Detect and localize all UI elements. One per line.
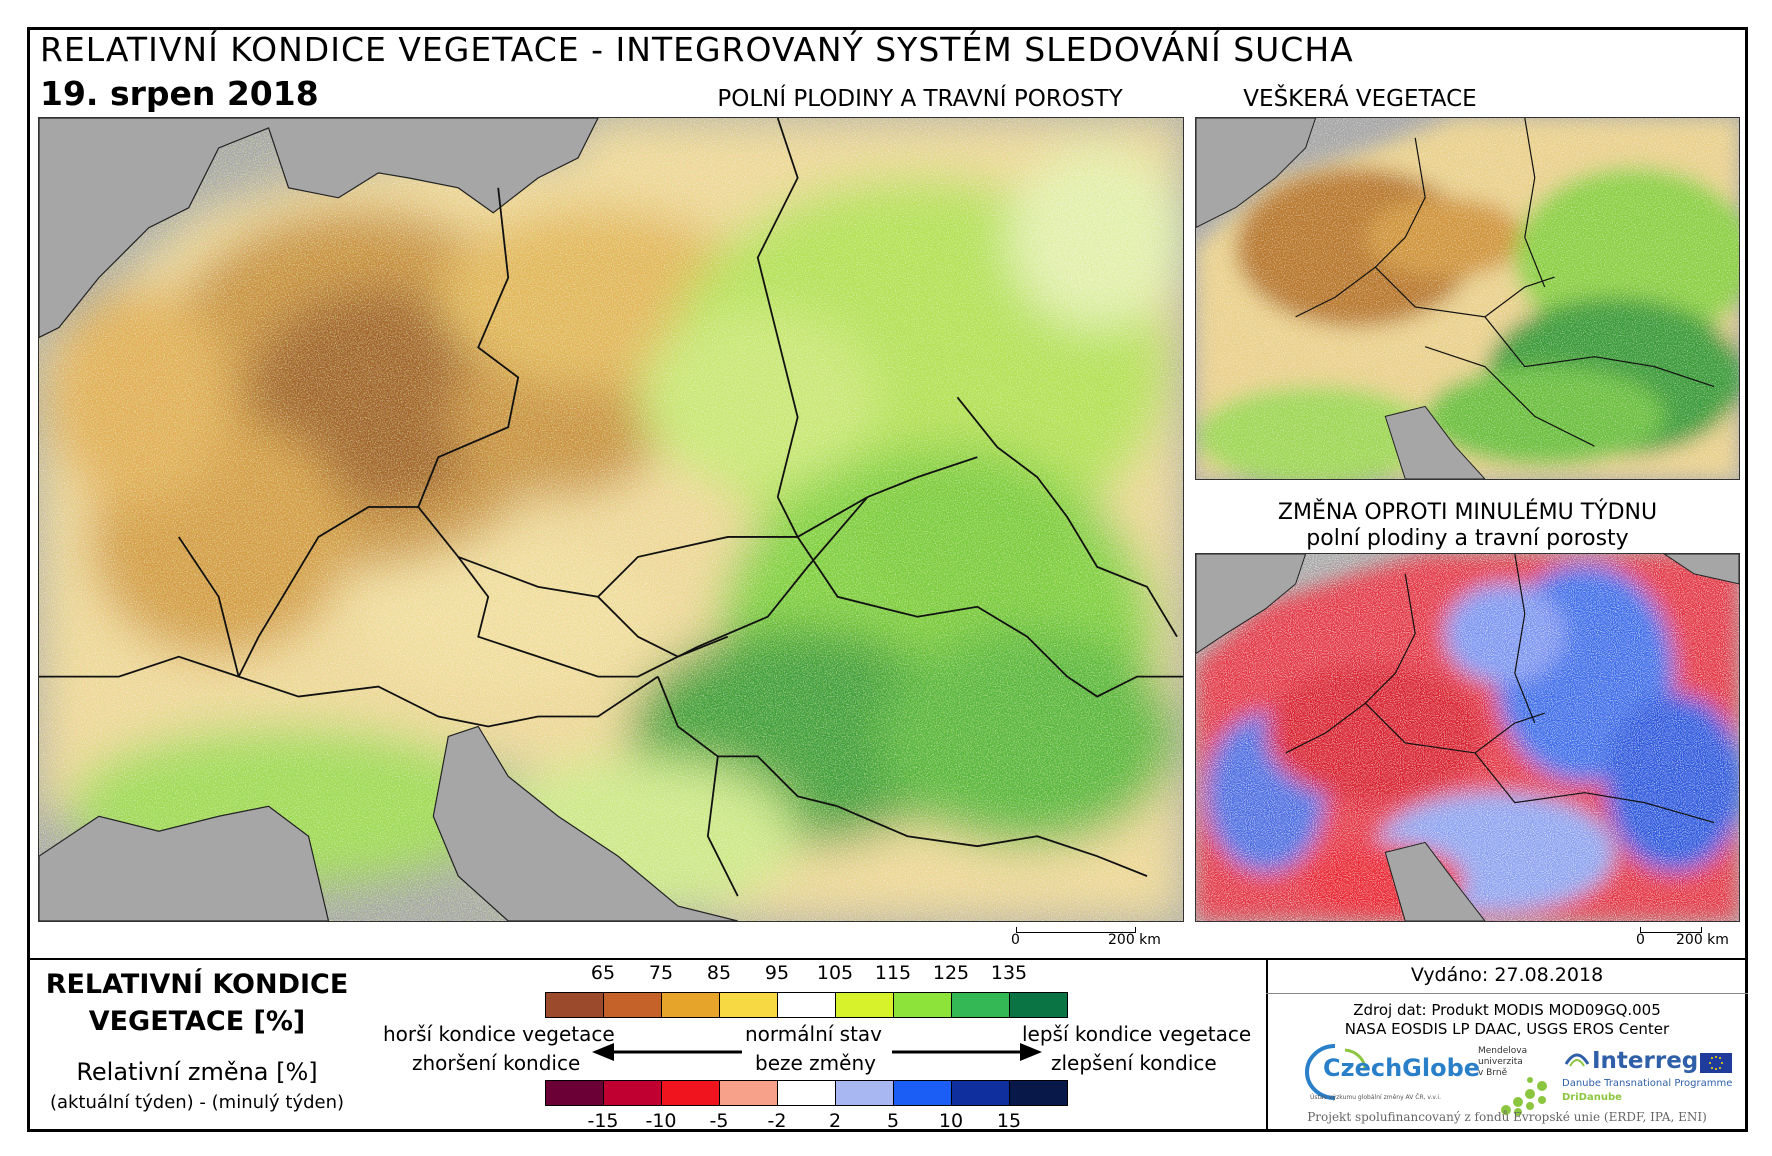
- better-condition-label: lepší kondice vegetace: [1022, 1022, 1252, 1046]
- change-tick-label: -5: [709, 1110, 729, 1132]
- worsening-label: zhoršení kondice: [412, 1051, 581, 1075]
- mendel-text: Mendelova univerzita v Brně: [1478, 1046, 1527, 1079]
- change-map-label-1: ZMĚNA OPROTI MINULÉMU TÝDNU: [1277, 500, 1658, 525]
- czechglobe-name: CzechGlobe: [1323, 1054, 1481, 1082]
- condition-tick-label: 65: [590, 962, 616, 984]
- no-change-label: beze změny: [755, 1051, 876, 1075]
- condition-swatch: [661, 992, 720, 1018]
- condition-tick-label: 95: [764, 962, 790, 984]
- change-swatch: [951, 1080, 1010, 1106]
- change-scale-200: 200 km: [1676, 932, 1729, 948]
- legend-change-title: Relativní změna [%]: [76, 1058, 318, 1086]
- report-date: 19. srpen 2018: [40, 74, 319, 113]
- main-scale-200: 200 km: [1108, 932, 1161, 948]
- all-vegetation-map: [1195, 117, 1740, 480]
- condition-arrows: [592, 1043, 1042, 1061]
- condition-tick-label: 135: [990, 962, 1028, 984]
- condition-swatch: [719, 992, 778, 1018]
- footer-divider: [27, 958, 1748, 960]
- change-tick-label: -15: [587, 1110, 619, 1132]
- change-scale-zero: 0: [1636, 932, 1645, 948]
- main-map-label: POLNÍ PLODINY A TRAVNÍ POROSTY: [717, 86, 1123, 112]
- legend-change-formula: (aktuální týden) - (minulý týden): [49, 1092, 345, 1113]
- all-vegetation-label: VEŠKERÁ VEGETACE: [1243, 86, 1477, 112]
- legend-title-1: RELATIVNÍ KONDICE: [45, 969, 349, 1000]
- interreg-name: Interreg: [1592, 1048, 1699, 1074]
- condition-tick-label: 115: [874, 962, 912, 984]
- funding-note: Projekt spolufinancovaný z fondů Evropsk…: [1307, 1110, 1707, 1124]
- mendel-line-2: univerzita: [1478, 1057, 1523, 1067]
- issued-divider: [1266, 993, 1748, 994]
- normal-state-label: normální stav: [745, 1022, 883, 1046]
- main-scale-zero: 0: [1011, 932, 1020, 948]
- legend-title-2: VEGETACE [%]: [88, 1006, 306, 1037]
- change-map: [1195, 553, 1740, 922]
- dridanube-name: DriDanube: [1562, 1092, 1622, 1103]
- condition-swatch: [603, 992, 662, 1018]
- improving-label: zlepšení kondice: [1051, 1051, 1217, 1075]
- change-scale-bar: [1640, 927, 1702, 933]
- change-swatch: [1009, 1080, 1068, 1106]
- mendel-line-1: Mendelova: [1478, 1046, 1528, 1056]
- condition-swatch: [545, 992, 604, 1018]
- condition-tick-label: 75: [648, 962, 674, 984]
- main-vegetation-map: [38, 117, 1184, 922]
- condition-swatch: [951, 992, 1010, 1018]
- change-swatch: [545, 1080, 604, 1106]
- condition-swatch: [777, 992, 836, 1018]
- change-swatch: [893, 1080, 952, 1106]
- change-map-label-2: polní plodiny a travní porosty: [1306, 526, 1629, 551]
- issued-date: Vydáno: 27.08.2018: [1410, 964, 1604, 986]
- change-swatch: [719, 1080, 778, 1106]
- condition-tick-label: 125: [932, 962, 970, 984]
- change-swatch: [603, 1080, 662, 1106]
- change-tick-label: 10: [938, 1110, 964, 1132]
- interreg-programme: Danube Transnational Programme: [1562, 1078, 1733, 1089]
- change-swatch: [661, 1080, 720, 1106]
- change-tick-label: -10: [645, 1110, 677, 1132]
- change-swatch: [777, 1080, 836, 1106]
- change-tick-label: 15: [996, 1110, 1022, 1132]
- condition-tick-label: 85: [706, 962, 732, 984]
- change-tick-label: 5: [886, 1110, 900, 1132]
- condition-swatch: [835, 992, 894, 1018]
- czechglobe-logo: [1305, 1044, 1367, 1100]
- interreg-mark-icon: [1564, 1053, 1590, 1067]
- page-title: RELATIVNÍ KONDICE VEGETACE - INTEGROVANÝ…: [40, 30, 1354, 69]
- czechglobe-subtitle: Ústav výzkumu globální změny AV ČR, v.v.…: [1310, 1094, 1441, 1101]
- info-divider: [1266, 958, 1268, 1132]
- worse-condition-label: horší kondice vegetace: [383, 1022, 615, 1046]
- source-line-2: NASA EOSDIS LP DAAC, USGS EROS Center: [1344, 1020, 1670, 1038]
- eu-flag-icon: [1700, 1053, 1732, 1073]
- source-line-1: Zdroj dat: Produkt MODIS MOD09GQ.005: [1353, 1001, 1661, 1019]
- condition-swatch: [893, 992, 952, 1018]
- change-swatch: [835, 1080, 894, 1106]
- change-tick-label: -2: [767, 1110, 787, 1132]
- mendel-dots-logo: [1501, 1077, 1547, 1116]
- main-scale-bar: [1016, 927, 1136, 933]
- change-tick-label: 2: [828, 1110, 842, 1132]
- condition-tick-label: 105: [816, 962, 854, 984]
- mendel-line-3: v Brně: [1478, 1068, 1508, 1078]
- condition-swatch: [1009, 992, 1068, 1018]
